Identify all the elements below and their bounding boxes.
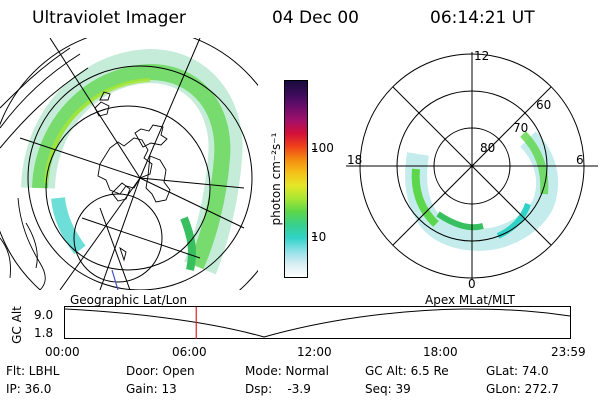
- apex-caption: Apex MLat/MLT: [425, 293, 515, 307]
- lat-lon-grid: [0, 38, 258, 290]
- aurora-oval-geographic: [21, 48, 243, 275]
- mlt-label-18: 18: [347, 153, 362, 167]
- nightside-meridian: [111, 269, 119, 290]
- ytick-9: 9.0: [34, 308, 54, 322]
- colorbar-gradient: [285, 81, 307, 277]
- altitude-timeline: [64, 306, 571, 339]
- mlat-label-60: 60: [536, 98, 551, 112]
- info-gcalt: GC Alt: 6.5 Re: [365, 364, 449, 378]
- xtick-2359: 23:59: [551, 345, 586, 359]
- xtick-0600: 06:00: [172, 345, 207, 359]
- time-label: 06:14:21 UT: [430, 8, 535, 28]
- xtick-1800: 18:00: [423, 345, 458, 359]
- mlat-label-70: 70: [513, 121, 528, 135]
- mlt-label-0: 0: [468, 277, 476, 291]
- date-label: 04 Dec 00: [272, 8, 359, 28]
- mlt-label-12: 12: [474, 49, 489, 63]
- mlat-label-80: 80: [480, 141, 495, 155]
- info-gain: Gain: 13: [126, 382, 177, 396]
- timeline-frame: [64, 306, 571, 339]
- polar-grid: [346, 52, 598, 280]
- coastlines: [0, 91, 171, 290]
- info-door: Door: Open: [126, 364, 195, 378]
- info-glat: GLat: 74.0: [486, 364, 549, 378]
- ytick-1-8: 1.8: [34, 326, 54, 340]
- info-flt: Flt: LBHL: [6, 364, 60, 378]
- colorbar-tickmark-10: [312, 236, 317, 237]
- xtick-1200: 12:00: [297, 345, 332, 359]
- geographic-map-panel: [0, 38, 258, 290]
- colorbar-tickmark-100: [312, 149, 317, 150]
- colorbar-tick-10: 10: [311, 230, 327, 244]
- info-seq: Seq: 39: [365, 382, 411, 396]
- info-mode: Mode: Normal: [245, 364, 329, 378]
- geographic-caption: Geographic Lat/Lon: [70, 293, 188, 307]
- xtick-0000: 00:00: [45, 345, 80, 359]
- timeline-ylabel: GC Alt: [9, 306, 24, 344]
- info-ip: IP: 36.0: [6, 382, 52, 396]
- info-dsp: Dsp: -3.9: [245, 382, 311, 396]
- magnetic-polar-plot: 12 18 6 0 60 70 80: [346, 49, 598, 291]
- info-glon: GLon: 272.7: [486, 382, 559, 396]
- instrument-title: Ultraviolet Imager: [32, 8, 186, 28]
- colorbar: [284, 80, 308, 278]
- colorbar-unit-label: photon cm⁻²s⁻¹: [269, 132, 283, 226]
- mlt-label-6: 6: [576, 153, 584, 167]
- altitude-curve: [64, 308, 571, 338]
- colorbar-tick-100: 100: [311, 141, 334, 155]
